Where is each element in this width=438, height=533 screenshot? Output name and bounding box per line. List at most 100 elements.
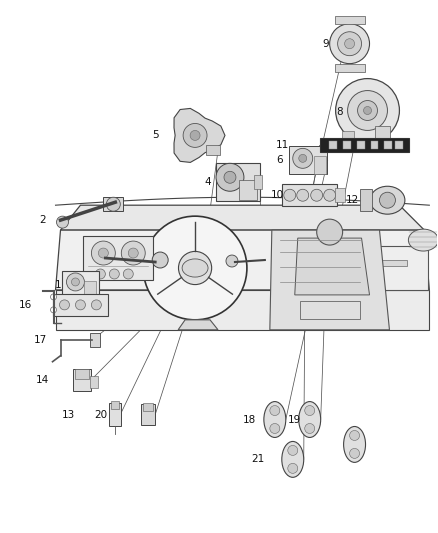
Circle shape (224, 171, 236, 183)
Bar (75, 369, 89, 378)
Bar (289, 147, 327, 174)
Circle shape (121, 241, 145, 265)
Bar (103, 197, 124, 211)
Circle shape (379, 192, 396, 208)
Text: 19: 19 (288, 415, 301, 424)
Circle shape (305, 406, 314, 416)
Bar (300, 301, 360, 319)
Bar (111, 401, 119, 409)
Circle shape (95, 269, 106, 279)
Ellipse shape (299, 401, 321, 438)
Bar (357, 141, 364, 149)
Bar (343, 141, 350, 149)
Circle shape (288, 446, 298, 455)
Text: 6: 6 (276, 155, 283, 165)
Circle shape (338, 32, 361, 55)
Bar (335, 16, 364, 24)
Circle shape (270, 424, 280, 433)
Text: 9: 9 (322, 39, 329, 49)
Bar (110, 402, 121, 426)
Circle shape (179, 252, 212, 285)
Circle shape (357, 101, 378, 120)
Bar (335, 63, 364, 71)
Circle shape (345, 39, 355, 49)
Circle shape (75, 300, 85, 310)
Circle shape (183, 124, 207, 148)
Circle shape (330, 24, 370, 63)
Circle shape (350, 431, 360, 440)
Text: 20: 20 (94, 409, 107, 419)
Circle shape (50, 307, 57, 313)
Bar (372, 260, 407, 266)
Circle shape (124, 269, 133, 279)
Bar (239, 180, 257, 200)
Bar (215, 163, 260, 201)
Circle shape (152, 252, 168, 268)
Ellipse shape (182, 259, 208, 277)
Bar (328, 141, 337, 149)
Polygon shape (56, 290, 429, 330)
Bar (342, 132, 353, 140)
Circle shape (299, 155, 307, 163)
Circle shape (110, 269, 119, 279)
Bar (314, 156, 326, 174)
Bar (141, 403, 155, 425)
Polygon shape (174, 108, 225, 163)
Circle shape (293, 148, 313, 168)
Bar (285, 231, 355, 243)
Circle shape (216, 163, 244, 191)
Bar (83, 236, 153, 280)
Text: 21: 21 (251, 455, 265, 464)
Text: 12: 12 (346, 195, 359, 205)
Bar (371, 141, 378, 149)
Ellipse shape (370, 186, 405, 214)
Circle shape (99, 248, 108, 258)
Circle shape (311, 189, 323, 201)
Text: 2: 2 (39, 215, 46, 225)
Circle shape (336, 78, 399, 142)
Circle shape (67, 273, 85, 291)
Polygon shape (60, 205, 424, 230)
Circle shape (50, 294, 57, 300)
Bar (385, 141, 392, 149)
Bar (335, 188, 345, 202)
Circle shape (92, 300, 101, 310)
Circle shape (60, 300, 70, 310)
Bar (143, 402, 153, 410)
Circle shape (106, 197, 120, 211)
Circle shape (270, 406, 280, 416)
Circle shape (71, 278, 79, 286)
Polygon shape (56, 230, 429, 290)
Circle shape (284, 189, 296, 201)
Text: 10: 10 (271, 190, 284, 200)
Circle shape (297, 189, 309, 201)
Text: 11: 11 (276, 140, 290, 150)
Bar (374, 126, 390, 139)
Circle shape (343, 276, 360, 292)
Circle shape (226, 255, 238, 267)
Circle shape (92, 241, 115, 265)
Ellipse shape (282, 441, 304, 478)
Ellipse shape (264, 401, 286, 438)
Bar (350, 246, 428, 290)
Circle shape (128, 248, 138, 258)
Circle shape (280, 276, 296, 292)
Bar (360, 189, 371, 211)
Text: 13: 13 (62, 409, 75, 419)
Bar (74, 369, 92, 391)
Text: 8: 8 (336, 108, 343, 117)
Bar (85, 281, 96, 297)
Circle shape (143, 216, 247, 320)
Circle shape (317, 219, 343, 245)
Circle shape (364, 107, 371, 115)
Bar (206, 146, 220, 155)
Bar (90, 376, 99, 387)
Text: 16: 16 (19, 300, 32, 310)
Bar (90, 333, 100, 347)
Ellipse shape (343, 426, 366, 462)
Circle shape (305, 424, 314, 433)
Bar (254, 175, 262, 189)
Circle shape (57, 216, 68, 228)
Bar (396, 141, 403, 149)
Circle shape (348, 91, 388, 131)
